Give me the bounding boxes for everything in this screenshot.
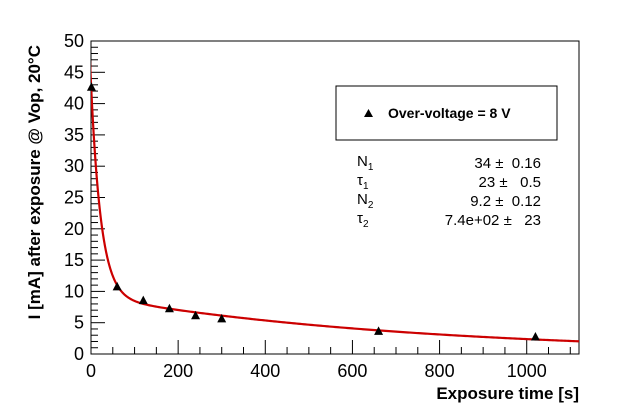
legend-label: Over-voltage = 8 V (388, 105, 511, 121)
data-point-triangle (530, 331, 540, 341)
y-tick-label: 25 (64, 188, 84, 208)
stat-param-value: 34 ± 0.16 (474, 155, 541, 172)
stat-param-value: 23 ± 0.5 (479, 174, 541, 191)
stat-param-name: N1 (357, 153, 374, 173)
y-tick-label: 10 (64, 281, 84, 301)
axes: 0 5 10 15 20 25 30 35 40 45 50 0 200 400 600 800 1000 (64, 31, 580, 381)
y-axis-title: I [mA] after exposure @ Vop, 20°C (25, 45, 44, 319)
legend-box (335, 85, 558, 141)
y-tick-label: 40 (64, 94, 84, 114)
stat-param-name: τ2 (357, 210, 369, 230)
y-tick-label: 5 (74, 313, 84, 333)
legend: Over-voltage = 8 V (335, 85, 558, 141)
y-tick-label: 45 (64, 62, 84, 82)
x-tick-label: 400 (250, 361, 280, 381)
y-tick-label: 15 (64, 250, 84, 270)
y-tick-label: 35 (64, 125, 84, 145)
fit-statistics: N1 34 ± 0.16 τ1 23 ± 0.5 N2 9.2 ± 0.12 τ2 7.4e+… (357, 153, 541, 230)
y-tick-label: 20 (64, 219, 84, 239)
y-tick-label: 50 (64, 31, 84, 51)
stat-param-name: N2 (357, 191, 374, 211)
data-point-triangle (86, 82, 96, 91)
data-point-triangle (191, 310, 201, 320)
x-tick-label: 0 (86, 361, 96, 381)
x-tick-label: 800 (425, 361, 455, 381)
stat-param-value: 9.2 ± 0.12 (470, 193, 541, 210)
legend-marker-triangle (364, 109, 373, 117)
data-points (86, 82, 540, 341)
data-point-triangle (217, 313, 227, 323)
data-point-triangle (138, 295, 148, 305)
x-tick-label: 600 (337, 361, 367, 381)
stat-param-name: τ1 (357, 172, 369, 192)
data-point-triangle (374, 326, 384, 335)
data-point-triangle (112, 281, 122, 291)
y-tick-label: 30 (64, 156, 84, 176)
x-tick-label: 200 (163, 361, 193, 381)
x-axis-title: Exposure time [s] (436, 384, 579, 403)
stat-param-value: 7.4e+02 ± 23 (445, 212, 541, 229)
x-tick-label: 1000 (507, 361, 547, 381)
y-tick-label: 0 (74, 344, 84, 364)
data-point-triangle (164, 303, 174, 313)
